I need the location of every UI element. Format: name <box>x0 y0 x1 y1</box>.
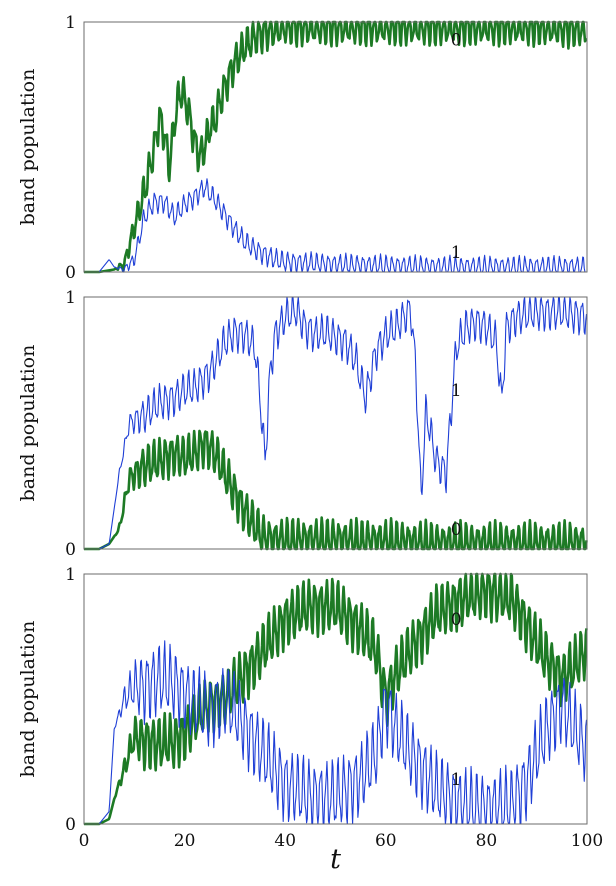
y-tick-label: 0 <box>65 815 76 835</box>
x-tick-label: 60 <box>375 831 397 851</box>
panel-3: 0 1 0 1 band population <box>17 565 588 835</box>
y-tick-label: 1 <box>65 13 76 33</box>
series-label-band-0: 0 <box>451 610 462 630</box>
series-line-band-1 <box>84 296 588 550</box>
series-label-band-0: 0 <box>451 31 462 51</box>
panel-2: 0 1 0 1 band population <box>17 288 588 560</box>
x-axis-label: t <box>330 844 341 875</box>
series-line-band-0 <box>83 20 588 274</box>
series-label-band-1: 1 <box>451 770 462 790</box>
x-tick-label: 80 <box>476 831 498 851</box>
y-tick-label: 1 <box>65 288 76 308</box>
shared-x-axis: 0 20 40 60 80 100 t <box>79 831 604 875</box>
y-tick-label: 0 <box>65 540 76 560</box>
series-line-band-0 <box>83 429 588 551</box>
panel-1: 0 1 0 1 band population <box>17 13 588 283</box>
x-tick-label: 0 <box>79 831 90 851</box>
x-tick-label: 100 <box>571 831 603 851</box>
series-line-band-1 <box>84 178 587 273</box>
y-axis-label: band population <box>17 69 39 226</box>
y-axis-label: band population <box>17 345 39 502</box>
plot-frame <box>83 21 588 273</box>
y-axis-label: band population <box>17 621 39 778</box>
series-label-band-1: 1 <box>451 381 462 401</box>
x-tick-label: 20 <box>174 831 196 851</box>
series-line-band-0 <box>83 572 588 826</box>
series-label-band-1: 1 <box>451 243 462 263</box>
x-tick-label: 40 <box>274 831 296 851</box>
series-label-band-0: 0 <box>451 520 462 540</box>
y-tick-label: 1 <box>65 565 76 585</box>
plot-frame <box>83 573 588 825</box>
plot-frame <box>83 296 588 550</box>
y-tick-label: 0 <box>65 263 76 283</box>
